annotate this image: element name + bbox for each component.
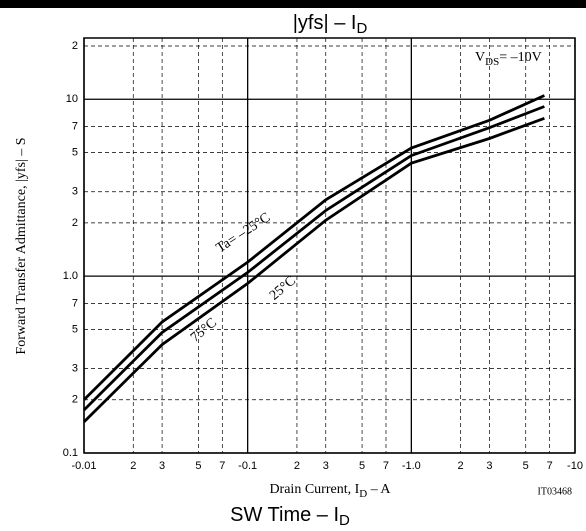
y-tick-label: 1.0 [63, 270, 78, 282]
footer-title: SW Time – ID [230, 504, 350, 529]
figure-code: IT03468 [538, 486, 572, 497]
y-tick-label: 7 [72, 121, 78, 133]
y-tick-label: 2 [72, 40, 78, 52]
x-tick-label: 3 [323, 460, 329, 472]
y-tick-label: 3 [72, 363, 78, 375]
plot-frame [83, 37, 576, 454]
curve-label: 25°C [267, 273, 299, 303]
x-tick-label: 7 [547, 460, 553, 472]
x-tick-label: 3 [159, 460, 165, 472]
y-tick-label: 2 [72, 394, 78, 406]
x-tick-label: 5 [359, 460, 365, 472]
x-tick-label: -0.1 [238, 460, 257, 472]
y-tick-label: 2 [72, 217, 78, 229]
y-tick-label: 7 [72, 297, 78, 309]
x-tick-label: 2 [294, 460, 300, 472]
x-tick-label: 5 [195, 460, 201, 472]
top-bar [0, 0, 586, 8]
x-tick-label: 5 [523, 460, 529, 472]
curve [83, 94, 545, 401]
x-axis-label: Drain Current, ID – A [269, 482, 391, 499]
x-tick-label: 7 [219, 460, 225, 472]
annotation: VDS= –10V [475, 50, 542, 67]
x-tick-label: 2 [458, 460, 464, 472]
y-tick-label: 3 [72, 186, 78, 198]
y-tick-label: 5 [72, 146, 78, 158]
x-tick-label: -1.0 [402, 460, 421, 472]
x-tick-label: 2 [130, 460, 136, 472]
x-tick-label: 7 [383, 460, 389, 472]
x-tick-label: -10 [567, 460, 583, 472]
chart-title: |yfs| – ID [293, 12, 368, 37]
curve [83, 116, 545, 423]
y-tick-label: 10 [66, 93, 78, 105]
x-tick-label: 3 [486, 460, 492, 472]
curve-label: 75°C [188, 315, 220, 345]
x-tick-label: -0.01 [71, 460, 96, 472]
y-tick-label: 5 [72, 323, 78, 335]
curve [83, 105, 545, 411]
y-tick-label: 0.1 [63, 447, 78, 459]
y-axis-label: Forward Transfer Admittance, |yfs| – S [14, 137, 29, 354]
